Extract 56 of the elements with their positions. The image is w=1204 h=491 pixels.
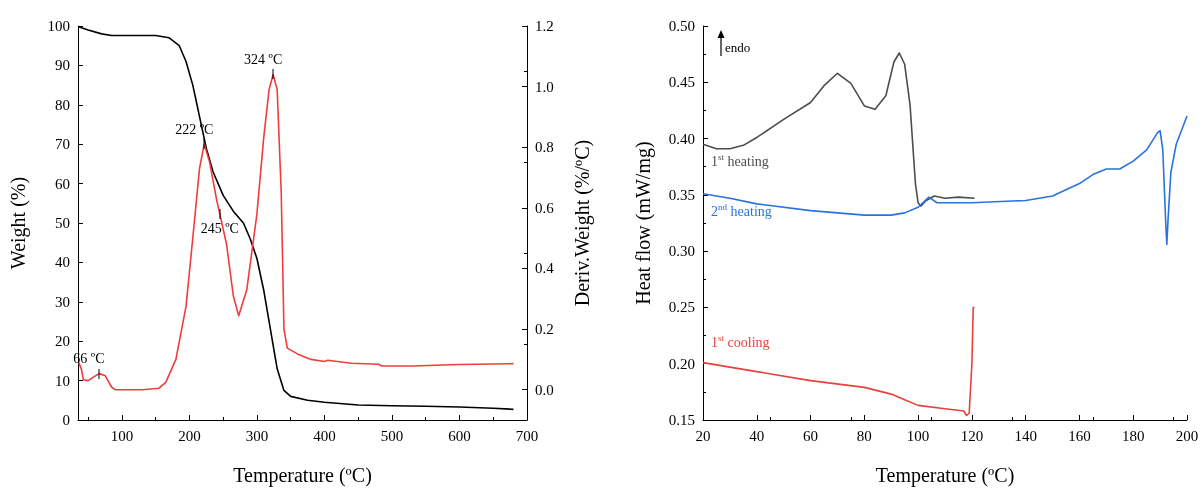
x-tick-label: 400 bbox=[313, 427, 336, 444]
y2-tick-label: 0.4 bbox=[535, 260, 555, 277]
series-label: 1$^{st}$ heating bbox=[711, 152, 769, 170]
y-tick-label: 90 bbox=[55, 57, 70, 74]
x-tick-label: 40 bbox=[749, 427, 765, 444]
y-tick-label: 50 bbox=[55, 215, 70, 231]
y-tick-label: 0.20 bbox=[668, 355, 695, 372]
line-series bbox=[702, 115, 1188, 246]
y-tick-label: 0.45 bbox=[668, 74, 695, 91]
y2-tick-label: 1.2 bbox=[535, 18, 554, 34]
y-tick-label: 30 bbox=[55, 293, 70, 310]
x-tick-label: 700 bbox=[515, 427, 539, 444]
y-tick-label: 60 bbox=[55, 175, 70, 192]
y2-tick-label: 0.2 bbox=[535, 321, 554, 338]
series-label: 2$^{nd}$ heating bbox=[711, 201, 772, 220]
y-tick-label: 100 bbox=[47, 18, 70, 34]
x-axis-title: Temperature (ºC) bbox=[233, 464, 372, 487]
annotation: 324 ºC bbox=[244, 51, 283, 67]
y-tick-label: 20 bbox=[55, 333, 70, 350]
series-label: 1$^{st}$ cooling bbox=[711, 332, 770, 351]
x-tick-label: 120 bbox=[960, 427, 984, 444]
y2-tick-label: 0.0 bbox=[535, 381, 554, 398]
y2-tick-label: 0.6 bbox=[535, 199, 555, 216]
y-axis-title: Weight (%) bbox=[7, 176, 30, 270]
x-tick-label: 160 bbox=[1068, 427, 1091, 444]
x-tick-label: 100 bbox=[906, 427, 930, 444]
x-tick-label: 300 bbox=[245, 427, 269, 444]
x-tick-label: 180 bbox=[1121, 427, 1145, 444]
y-tick-label: 70 bbox=[55, 136, 70, 153]
x-tick-label: 140 bbox=[1014, 427, 1037, 444]
x-tick-label: 60 bbox=[803, 427, 819, 444]
x-axis-title: Temperature (ºC) bbox=[875, 464, 1015, 487]
x-tick-label: 200 bbox=[1175, 427, 1199, 444]
y2-tick-label: 1.0 bbox=[535, 78, 554, 95]
y-tick-label: 80 bbox=[55, 96, 70, 113]
line-series bbox=[702, 306, 976, 417]
y2-axis-title: Deriv.Weight (%/ºC) bbox=[571, 139, 594, 307]
y-tick-label: 0.25 bbox=[668, 299, 695, 316]
y-tick-label: 0.50 bbox=[668, 18, 695, 34]
y-tick-label: 0.35 bbox=[668, 186, 695, 203]
x-tick-label: 600 bbox=[448, 427, 471, 444]
y-tick-label: 0.15 bbox=[668, 412, 695, 428]
y-tick-label: 0.40 bbox=[668, 130, 695, 147]
y2-tick-label: 0.8 bbox=[535, 139, 554, 156]
annotation: endo bbox=[725, 40, 751, 55]
y-tick-label: 0.30 bbox=[668, 243, 695, 260]
x-tick-label: 200 bbox=[178, 427, 201, 444]
y-tick-label: 40 bbox=[55, 254, 70, 271]
annotation: 245 ºC bbox=[200, 221, 239, 237]
x-tick-label: 20 bbox=[695, 427, 711, 444]
y-tick-label: 10 bbox=[55, 372, 70, 389]
x-tick-label: 80 bbox=[856, 427, 872, 444]
y-axis-title: Heat flow (mW/mg) bbox=[632, 141, 655, 305]
x-tick-label: 100 bbox=[110, 427, 134, 444]
x-tick-label: 500 bbox=[380, 427, 404, 444]
y-tick-label: 0 bbox=[62, 412, 70, 428]
